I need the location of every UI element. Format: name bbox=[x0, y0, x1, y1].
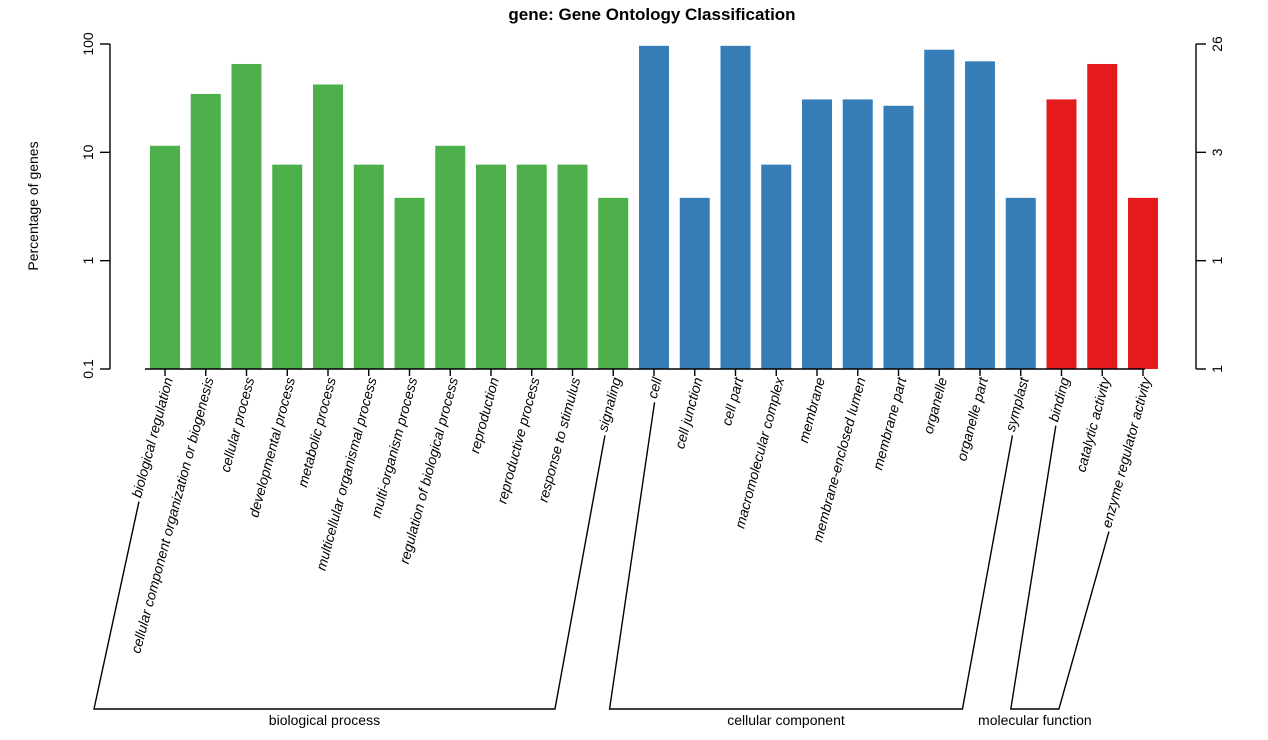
category-label: cell bbox=[644, 375, 665, 400]
group-label: molecular function bbox=[978, 712, 1092, 728]
bar bbox=[231, 63, 262, 370]
category-label: catalytic activity bbox=[1073, 375, 1114, 474]
left-tick-label: 10 bbox=[80, 144, 96, 160]
right-axis: 1 1 3 26 bbox=[1195, 36, 1225, 373]
group-label: biological process bbox=[269, 712, 380, 728]
chart-title: gene: Gene Ontology Classification bbox=[508, 5, 795, 24]
bar bbox=[639, 45, 669, 370]
bar bbox=[883, 105, 914, 370]
bar bbox=[679, 197, 710, 369]
right-tick-label: 26 bbox=[1209, 36, 1225, 52]
bar bbox=[394, 197, 425, 369]
x-axis bbox=[145, 368, 1145, 376]
bar bbox=[557, 164, 588, 369]
category-label: organelle bbox=[920, 375, 950, 435]
bar bbox=[190, 93, 221, 370]
group-bracket bbox=[1009, 425, 1110, 710]
bar bbox=[150, 145, 180, 369]
group-bracket bbox=[608, 402, 1014, 710]
bar bbox=[1046, 99, 1077, 369]
left-axis: 0.1 1 10 100 bbox=[80, 32, 111, 379]
bar bbox=[1005, 197, 1036, 369]
category-label: cell junction bbox=[671, 375, 705, 450]
category-label: cellular component organization or bioge… bbox=[127, 376, 216, 655]
bar bbox=[965, 61, 995, 369]
group-brackets: biological process cellular component mole… bbox=[93, 402, 1110, 728]
category-label: developmental process bbox=[245, 376, 298, 519]
group-label: cellular component bbox=[727, 712, 845, 728]
bar bbox=[353, 164, 384, 369]
bar bbox=[802, 99, 832, 369]
category-label: binding bbox=[1045, 375, 1072, 423]
bar bbox=[842, 99, 873, 369]
right-tick-label: 1 bbox=[1209, 257, 1225, 265]
bar bbox=[1087, 63, 1118, 370]
right-tick-label: 3 bbox=[1209, 148, 1225, 156]
category-label: response to stimulus bbox=[535, 376, 584, 504]
bar bbox=[516, 164, 547, 369]
bar bbox=[435, 145, 466, 369]
category-label: membrane part bbox=[869, 375, 909, 472]
left-tick-label: 1 bbox=[80, 257, 96, 265]
category-label: signaling bbox=[594, 375, 624, 433]
bars bbox=[150, 45, 1158, 370]
bar bbox=[720, 45, 751, 370]
category-label: symplast bbox=[1002, 375, 1032, 434]
category-label: biological regulation bbox=[128, 375, 176, 499]
bar bbox=[1128, 197, 1158, 369]
right-tick-label: 1 bbox=[1209, 365, 1225, 373]
left-tick-label: 0.1 bbox=[80, 359, 96, 379]
bar bbox=[924, 49, 955, 370]
category-label: organelle part bbox=[953, 375, 991, 463]
category-label: cellular process bbox=[217, 376, 258, 474]
category-label: cell part bbox=[718, 375, 746, 428]
category-label: reproductive process bbox=[494, 376, 543, 506]
bar bbox=[313, 84, 343, 369]
bar bbox=[476, 164, 506, 369]
category-label: metabolic process bbox=[294, 376, 339, 489]
bar bbox=[272, 164, 303, 369]
category-label: reproduction bbox=[466, 375, 502, 455]
bar bbox=[761, 164, 792, 369]
category-label: membrane bbox=[795, 375, 828, 444]
y-axis-label: Percentage of genes bbox=[25, 141, 41, 270]
group-bracket bbox=[93, 435, 606, 710]
left-tick-label: 100 bbox=[80, 32, 96, 56]
bar bbox=[598, 197, 629, 369]
